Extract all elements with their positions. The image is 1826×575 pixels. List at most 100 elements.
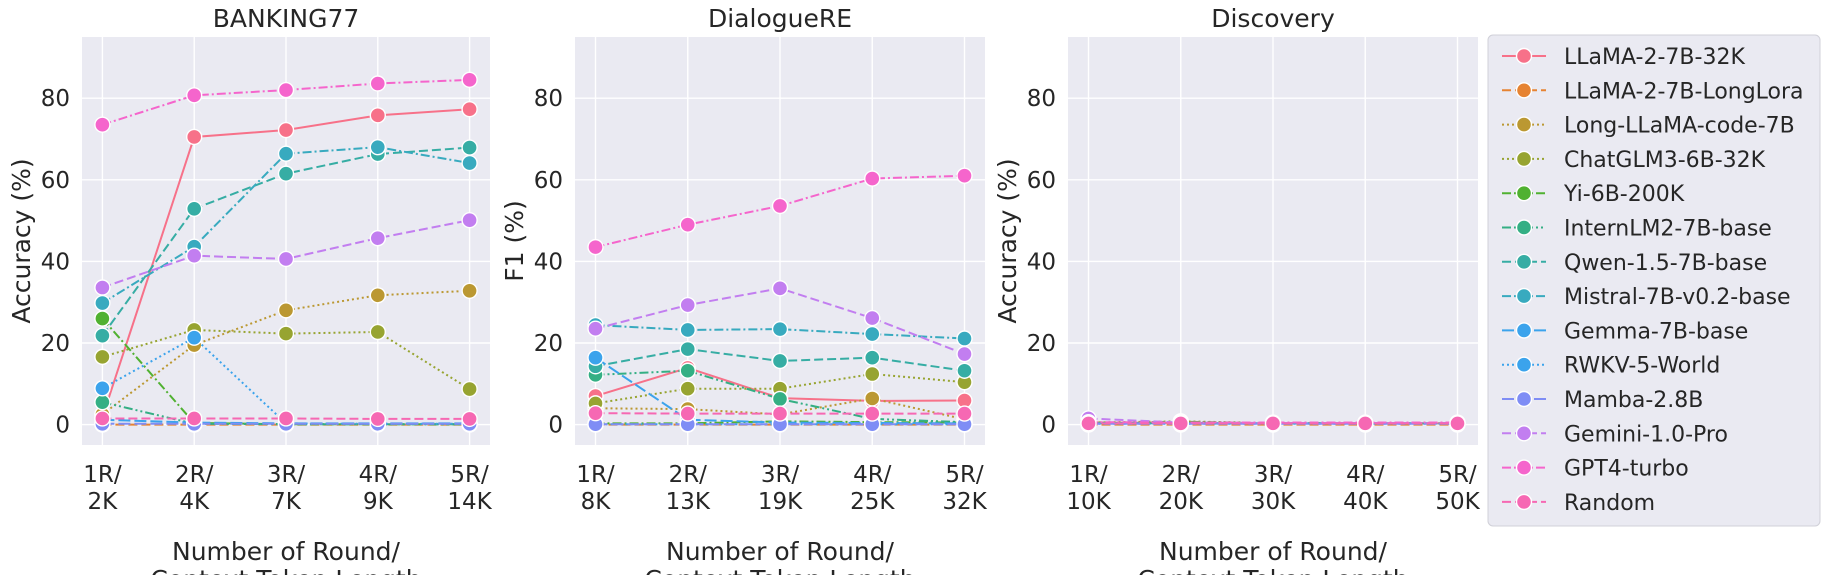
data-point (277, 325, 295, 342)
data-point (1080, 415, 1097, 432)
data-point (185, 87, 203, 104)
data-point (94, 327, 111, 344)
data-point (94, 393, 111, 411)
chart-panel-discovery: 0 20 40 60 80 1R/10K 2R/20K 3R/30K 4R/40K 5R/50K D… (993, 4, 1481, 575)
x-tick-label: 1R/8K (576, 462, 615, 515)
data-point (771, 352, 789, 370)
series-line (1088, 420, 1458, 425)
y-tick-label: 0 (1041, 413, 1056, 439)
data-point (679, 296, 696, 314)
data-point (1449, 415, 1466, 432)
x-axis-label: Number of Round/Context Token Length (1137, 537, 1408, 575)
series-line (101, 289, 470, 416)
data-point (369, 410, 386, 428)
data-point (185, 200, 203, 217)
data-point (771, 320, 789, 338)
y-axis-label: Accuracy (%) (993, 158, 1022, 323)
y-tick-label: 80 (534, 86, 563, 112)
data-point (277, 410, 295, 427)
y-tick-label: 20 (41, 331, 70, 357)
data-point (461, 282, 478, 299)
x-tick-label: 1R/2K (83, 462, 122, 515)
data-point (956, 345, 973, 363)
legend-item-internlm2-7b-base: InternLM2-7B-base (1502, 217, 1772, 242)
legend-marker (1515, 82, 1533, 99)
data-point (94, 348, 111, 366)
data-point (587, 320, 604, 337)
legend-marker (1515, 459, 1533, 476)
data-point (277, 145, 295, 162)
data-point (679, 216, 696, 233)
legend-label: Mistral-7B-v0.2-base (1564, 285, 1791, 310)
series-qwen-1-5-7b-base (587, 340, 973, 379)
data-point (864, 325, 881, 343)
series-gemini-1-0-pro (587, 280, 973, 363)
legend-item-llama-2-7b-longlora: LLaMA-2-7B-LongLora (1502, 79, 1804, 104)
data-point (864, 405, 881, 422)
data-point (277, 250, 295, 268)
legend-item-rwkv-5-world: RWKV-5-World (1502, 354, 1720, 379)
data-point (587, 349, 604, 366)
data-point (185, 410, 203, 427)
data-point (679, 405, 696, 422)
legend-item-yi-6b-200k: Yi-6B-200K (1502, 182, 1685, 207)
y-tick-label: 0 (548, 413, 563, 439)
data-point (771, 197, 789, 215)
data-point (369, 107, 386, 124)
series-random (1080, 415, 1466, 432)
y-tick-label: 40 (534, 249, 563, 275)
x-tick-label: 2R/13K (666, 462, 711, 515)
legend-label: Long-LLaMA-code-7B (1564, 114, 1795, 139)
y-tick-label: 60 (1027, 168, 1056, 194)
legend-item-gpt4-turbo: GPT4-turbo (1502, 457, 1689, 482)
data-point (461, 410, 478, 428)
data-point (185, 128, 203, 146)
x-tick-label: 5R/32K (942, 462, 987, 515)
legend-marker (1515, 184, 1533, 202)
x-tick-label: 5R/14K (447, 462, 492, 515)
series-line (595, 397, 965, 421)
series-random (94, 410, 478, 428)
legend-label: RWKV-5-World (1564, 354, 1720, 379)
data-point (94, 279, 111, 296)
y-axis-label: Accuracy (%) (7, 158, 36, 323)
data-point (94, 294, 111, 312)
series-gemini-1-0-pro (94, 211, 478, 296)
x-tick-label: 2R/20K (1159, 462, 1204, 515)
data-point (369, 323, 386, 341)
x-tick-label: 1R/10K (1066, 462, 1111, 515)
data-point (461, 154, 478, 172)
y-tick-label: 60 (41, 168, 70, 194)
y-tick-label: 20 (534, 331, 563, 357)
chart-title: Discovery (1211, 4, 1335, 33)
legend-item-gemma-7b-base: Gemma-7B-base (1502, 319, 1748, 344)
data-point (864, 170, 881, 187)
legend-marker (1515, 322, 1533, 339)
x-tick-label: 4R/9K (359, 462, 398, 515)
y-tick-label: 80 (41, 86, 70, 112)
legend-item-llama-2-7b-32k: LLaMA-2-7B-32K (1502, 45, 1745, 70)
legend-marker (1515, 287, 1533, 305)
data-point (587, 238, 604, 256)
data-point (369, 138, 386, 156)
data-point (771, 390, 789, 408)
legend-label: LLaMA-2-7B-LongLora (1564, 79, 1804, 104)
legend-item-mamba-2-8b: Mamba-2.8B (1502, 388, 1703, 413)
data-point (277, 121, 295, 139)
x-axis-label: Number of Round/Context Token Length (644, 537, 915, 575)
series-gpt4-turbo (94, 71, 478, 133)
legend-marker (1515, 116, 1533, 133)
data-point (771, 405, 789, 422)
legend-marker (1515, 150, 1533, 168)
x-tick-label: 3R/30K (1251, 462, 1296, 515)
data-point (864, 349, 881, 366)
data-point (587, 404, 604, 422)
legend-item-long-llama-code-7b: Long-LLaMA-code-7B (1502, 114, 1795, 139)
y-axis-label: F1 (%) (500, 200, 529, 282)
data-point (94, 116, 111, 133)
x-axis-label: Number of Round/Context Token Length (150, 537, 421, 575)
data-point (277, 302, 295, 319)
series-line (102, 328, 471, 390)
legend-marker (1515, 425, 1533, 442)
